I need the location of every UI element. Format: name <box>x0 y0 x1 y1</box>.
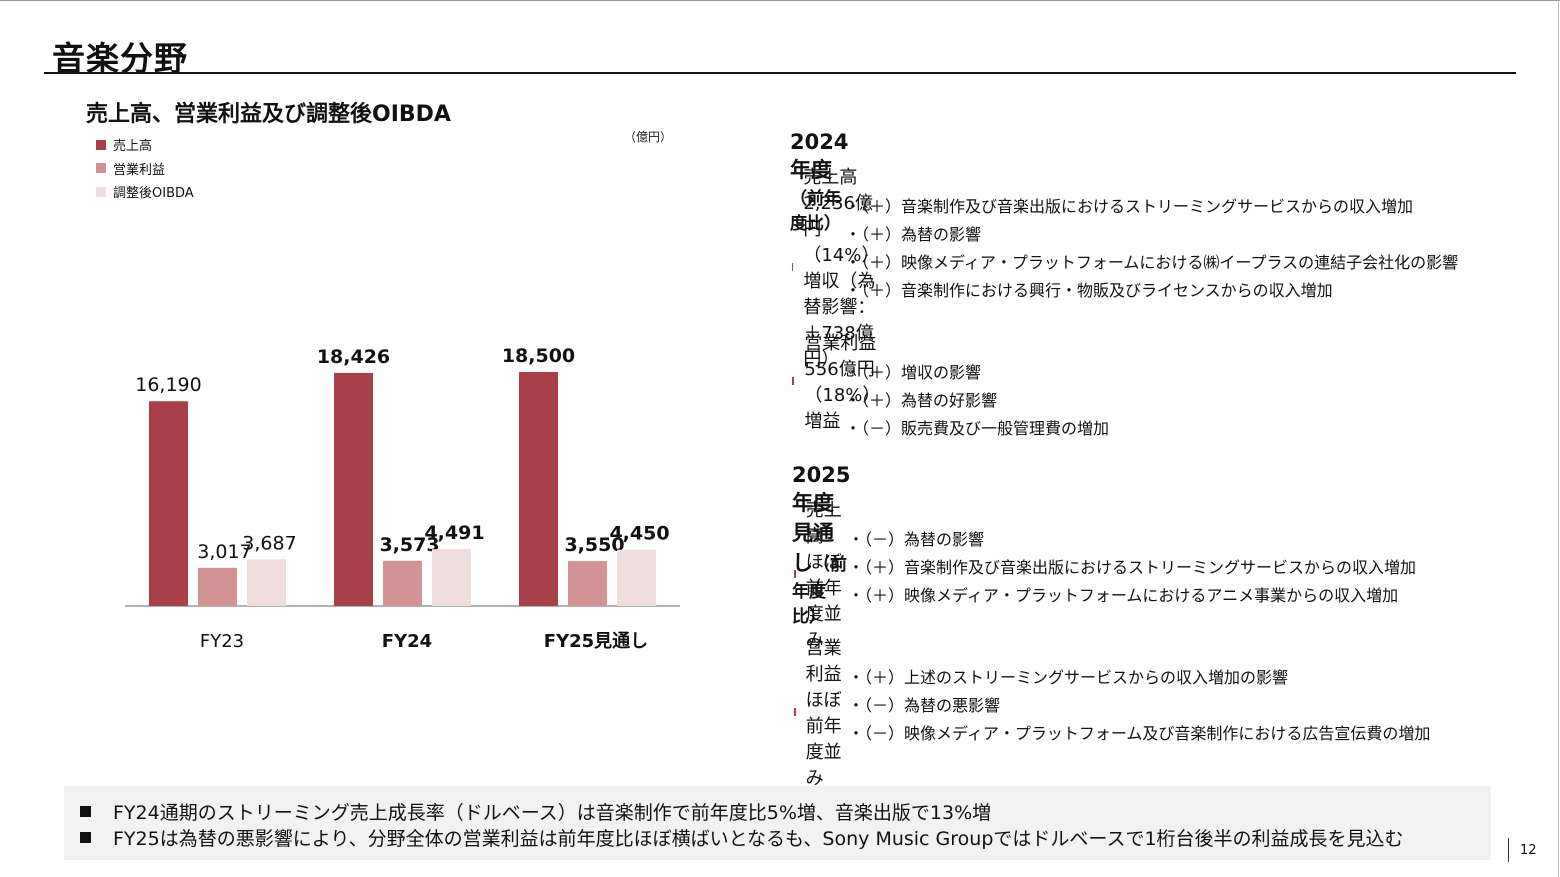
legend-swatch-sales <box>96 139 106 150</box>
bar <box>617 549 656 606</box>
legend-item-sales: 売上高 <box>96 133 194 157</box>
footer-bullet-square <box>80 806 91 817</box>
fy2024-profit-bullet: ・（＋）増収の影響 <box>845 363 982 382</box>
title-rule <box>44 72 1516 74</box>
footer-note: FY25は為替の悪影響により、分野全体の営業利益は前年度比ほぼ横ばいとなるも、S… <box>80 824 1404 851</box>
bar-value-label: 3,017 <box>197 541 251 563</box>
bar-value-label: 4,491 <box>424 522 484 544</box>
bullet-square <box>792 377 795 385</box>
page-number-divider <box>1508 838 1509 862</box>
bar <box>334 372 373 606</box>
footer-note: FY24通期のストリーミング売上成長率（ドルベース）は音楽制作で前年度比5%増、… <box>80 798 991 825</box>
category-label: FY23 <box>200 631 244 652</box>
fy2024-sales-item: 売上高 2,236億円（14%）増収（為替影響：＋738億円） <box>792 163 886 371</box>
bullet-square <box>794 570 796 578</box>
fy2025-profit-item: 営業利益 ほぼ前年度並み <box>794 634 860 790</box>
legend-label-sales: 売上高 <box>113 139 153 155</box>
fy2025-heading-note: （前年度比） <box>792 555 847 627</box>
legend-item-oibda: 調整後OIBDA <box>96 180 194 204</box>
footer-note-text: FY24通期のストリーミング売上成長率（ドルベース）は音楽制作で前年度比5%増、… <box>113 802 992 824</box>
fy2025-sales-bullet: ・（＋）音楽制作及び音楽出版におけるストリーミングサービスからの収入増加 <box>848 558 1417 577</box>
right-border <box>1558 0 1559 877</box>
category-label: FY24 <box>382 631 432 652</box>
fy2024-sales-bullet: ・（＋）音楽制作及び音楽出版におけるストリーミングサービスからの収入増加 <box>845 197 1414 216</box>
fy2025-heading: 2025年度見通し（前年度比） <box>792 463 850 627</box>
fy2025-heading-text: 2025年度見通し <box>792 463 851 575</box>
bar <box>383 560 422 606</box>
fy2025-sales-bullet: ・（－）為替の影響 <box>848 530 985 549</box>
fy2025-profit-bullet: ・（＋）上述のストリーミングサービスからの収入増加の影響 <box>848 668 1289 687</box>
legend-swatch-operating-income <box>96 163 106 174</box>
fy2024-sales-label: 売上高 2,236億円（14%）増収（為替影響：＋738億円） <box>803 167 880 370</box>
bar <box>519 371 558 606</box>
fy2024-sales-bullet: ・（＋）映像メディア・プラットフォームにおける㈱イープラスの連結子会社化の影響 <box>845 253 1459 272</box>
fy2025-profit-bullet: ・（－）映像メディア・プラットフォーム及び音楽制作における広告宣伝費の増加 <box>848 724 1431 743</box>
page-title: 音楽分野 <box>52 39 188 78</box>
bar <box>198 567 237 606</box>
fy2024-sales-bullet: ・（＋）為替の影響 <box>845 225 982 244</box>
page-number: 12 <box>1520 843 1537 858</box>
bar-value-label: 18,426 <box>317 346 390 368</box>
footer-note-text: FY25は為替の悪影響により、分野全体の営業利益は前年度比ほぼ横ばいとなるも、S… <box>113 828 1404 850</box>
fy2025-sales-item: 売上高 ほぼ前年度並み <box>794 496 848 652</box>
category-label: FY25見通し <box>544 631 648 652</box>
bar-value-label: 4,450 <box>609 523 669 545</box>
fy2025-profit-label: 営業利益 ほぼ前年度並み <box>805 638 860 789</box>
unit-label: （億円） <box>624 130 673 144</box>
bar <box>247 559 286 606</box>
legend-swatch-oibda <box>96 186 106 197</box>
bar-value-label: 18,500 <box>502 345 575 367</box>
footer-bullet-square <box>80 832 91 843</box>
fy2024-profit-bullet: ・（－）販売費及び一般管理費の増加 <box>845 419 1110 438</box>
bullet-square <box>792 263 794 271</box>
bar-value-label: 3,550 <box>564 534 624 556</box>
fy2024-sales-bullet: ・（＋）音楽制作における興行・物販及びライセンスからの収入増加 <box>845 281 1333 300</box>
fy2024-heading: 2024年度 （前年度比） <box>790 130 848 234</box>
bar-value-label: 3,687 <box>242 532 296 554</box>
legend-label-oibda: 調整後OIBDA <box>113 186 194 202</box>
top-border <box>0 0 1560 1</box>
fy2025-sales-label: 売上高 ほぼ前年度並み <box>805 500 842 651</box>
bar <box>432 549 471 606</box>
bar <box>149 401 188 606</box>
legend-item-operating-income: 営業利益 <box>96 157 194 181</box>
bullet-square <box>794 708 796 716</box>
legend-label-operating-income: 営業利益 <box>113 162 166 178</box>
fy2024-heading-text: 2024年度 <box>790 130 849 182</box>
fy2025-profit-bullet: ・（－）為替の悪影響 <box>848 696 1001 715</box>
fy2024-profit-bullet: ・（＋）為替の好影響 <box>845 391 998 410</box>
fy2025-sales-bullet: ・（＋）映像メディア・プラットフォームにおけるアニメ事業からの収入増加 <box>848 586 1399 605</box>
chart-legend: 売上高 営業利益 調整後OIBDA <box>96 133 194 204</box>
fy2024-profit-item: 営業利益 556億円（18%）増益 <box>792 329 895 433</box>
fy2024-profit-label: 営業利益 556億円（18%）増益 <box>804 333 895 432</box>
bar-value-label: 16,190 <box>135 374 201 396</box>
footer-notes: FY24通期のストリーミング売上成長率（ドルベース）は音楽制作で前年度比5%増、… <box>64 786 1491 860</box>
fy2024-heading-note: （前年度比） <box>790 189 841 234</box>
chart-title: 売上高、営業利益及び調整後OIBDA <box>86 102 451 127</box>
bar <box>568 561 607 606</box>
bar-value-label: 3,573 <box>379 534 439 556</box>
